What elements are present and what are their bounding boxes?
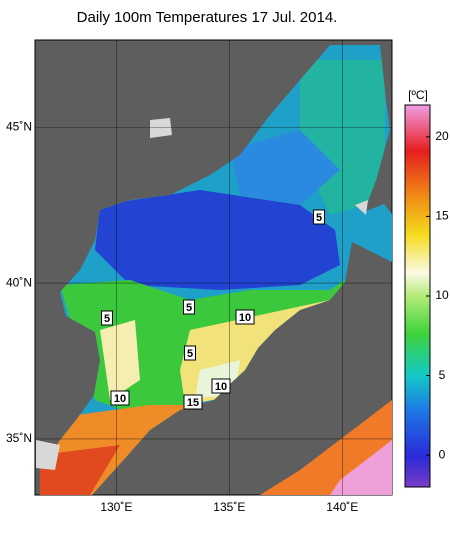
colorbar-unit: [ºC] xyxy=(408,88,428,102)
contour-label: 10 xyxy=(114,393,126,405)
colorbar-tick-label: 15 xyxy=(435,209,449,223)
colorbar-tick-label: 20 xyxy=(435,129,449,143)
pacific-warm xyxy=(330,440,392,495)
colorbar-tick-label: 5 xyxy=(439,368,446,382)
lon-tick-label: 135˚E xyxy=(213,500,245,514)
contour-label-box xyxy=(183,394,203,410)
contour-label-box xyxy=(235,309,255,325)
title: Daily 100m Temperatures 17 Jul. 2014. xyxy=(77,9,338,26)
lat-tick-label: 35˚N xyxy=(6,431,32,445)
lat-tick-label: 45˚N xyxy=(6,119,32,133)
contour-label: 5 xyxy=(104,313,110,325)
lat-tick-label: 40˚N xyxy=(6,275,32,289)
colorbar-tick-label: 10 xyxy=(435,288,449,302)
contour-label: 15 xyxy=(187,397,199,409)
contour-label: 10 xyxy=(215,381,227,393)
contour-label-box xyxy=(184,345,196,361)
contour-label: 5 xyxy=(187,348,193,360)
lon-tick-label: 130˚E xyxy=(100,500,132,514)
contour-label-box xyxy=(211,378,231,394)
contour-label-box xyxy=(101,310,113,326)
lon-tick-label: 140˚E xyxy=(326,500,358,514)
colorbar-tick-label: 0 xyxy=(439,447,446,461)
contour-label: 5 xyxy=(186,302,192,314)
contour-label-box xyxy=(183,299,195,315)
contour-label: 10 xyxy=(239,312,251,324)
colorbar xyxy=(404,104,431,488)
contour-label-box xyxy=(110,390,130,406)
contour-label-box xyxy=(313,209,325,225)
contour-label: 5 xyxy=(316,212,322,224)
